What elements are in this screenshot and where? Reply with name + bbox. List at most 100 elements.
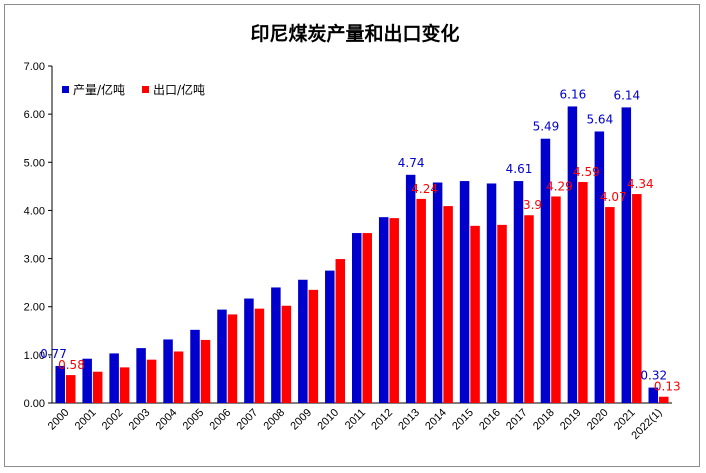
bar-export xyxy=(605,207,615,403)
data-label-production: 5.49 xyxy=(533,120,560,134)
x-tick-label: 2016 xyxy=(477,407,503,433)
x-tick-label: 2019 xyxy=(558,407,584,433)
data-label-production: 0.77 xyxy=(40,347,67,361)
data-label-production: 4.61 xyxy=(506,162,533,176)
bar-export xyxy=(254,308,265,403)
x-tick-label: 2001 xyxy=(73,407,99,433)
bar-export xyxy=(524,215,534,403)
bar-production xyxy=(325,270,335,403)
data-label-production: 5.64 xyxy=(586,112,613,126)
bar-export xyxy=(578,182,588,403)
x-tick-label: 2009 xyxy=(288,407,314,433)
x-tick-label: 2017 xyxy=(504,407,530,433)
bar-production xyxy=(378,217,389,403)
bar-export xyxy=(227,314,238,403)
bar-production xyxy=(648,387,659,403)
bar-export xyxy=(65,375,76,403)
data-label-production: 0.32 xyxy=(640,369,667,383)
bar-series xyxy=(55,106,669,403)
bar-export xyxy=(659,396,669,403)
bar-export xyxy=(416,198,426,403)
bar-production xyxy=(621,107,632,403)
y-tick-label: 0.00 xyxy=(24,398,45,410)
x-tick-label: 2013 xyxy=(396,407,422,433)
bar-production xyxy=(109,353,119,403)
legend-swatch xyxy=(142,86,149,93)
x-tick-label: 2008 xyxy=(261,407,287,433)
x-tick-label: 2012 xyxy=(369,407,395,433)
bar-production xyxy=(55,365,65,403)
bar-production xyxy=(513,181,524,403)
x-tick-label: 2003 xyxy=(127,407,153,433)
data-label-production: 6.16 xyxy=(560,87,587,101)
bar-export xyxy=(497,224,507,403)
bar-production xyxy=(82,358,92,403)
x-tick-label: 2007 xyxy=(234,407,260,433)
legend-entry: 产量/亿吨 xyxy=(73,82,125,97)
x-tick-label: 2004 xyxy=(154,407,180,433)
x-tick-label: 2010 xyxy=(315,407,341,433)
bar-production xyxy=(594,131,605,403)
x-tick-label: 2015 xyxy=(450,407,476,433)
legend: 产量/亿吨 出口/亿吨 xyxy=(62,82,205,97)
x-tick-label: 2020 xyxy=(585,407,611,433)
bar-production xyxy=(567,106,578,403)
bar-export xyxy=(308,289,319,403)
bar-production xyxy=(244,298,254,403)
chart-title: 印尼煤炭产量和出口变化 xyxy=(250,22,459,45)
bar-production xyxy=(486,183,497,403)
bar-production xyxy=(136,348,146,403)
bar-export xyxy=(362,233,372,403)
data-label-export: 3.9 xyxy=(523,198,542,212)
bar-production xyxy=(352,233,362,403)
bar-export xyxy=(281,305,292,403)
bar-production xyxy=(163,339,173,403)
data-label-production: 4.74 xyxy=(398,156,425,170)
bar-export xyxy=(389,218,399,403)
y-tick-label: 4.00 xyxy=(24,205,45,217)
bar-export xyxy=(173,351,184,403)
legend-entry: 出口/亿吨 xyxy=(153,82,205,97)
x-axis: 2000 2001 2002 2003 2004 2005 2006 2007 2008 2009… xyxy=(46,402,672,442)
data-label-export: 4.24 xyxy=(411,182,438,196)
bar-export xyxy=(119,367,130,403)
bar-production xyxy=(217,309,227,403)
bar-export xyxy=(146,359,157,403)
x-tick-label: 2022(1) xyxy=(629,407,664,442)
x-tick-label: 2000 xyxy=(46,407,72,433)
bar-export xyxy=(551,196,561,403)
x-tick-label: 2002 xyxy=(100,407,126,433)
bar-production xyxy=(405,174,416,403)
data-label-export: 4.59 xyxy=(573,165,600,179)
x-tick-label: 2018 xyxy=(531,407,557,433)
bar-export xyxy=(470,225,480,403)
legend-swatch xyxy=(62,86,69,93)
x-tick-label: 2005 xyxy=(181,407,207,433)
bar-production xyxy=(432,182,443,403)
data-label-export: 4.34 xyxy=(627,177,654,191)
bar-export xyxy=(335,259,346,403)
data-label-production: 6.14 xyxy=(613,88,640,102)
x-tick-label: 2011 xyxy=(343,407,368,432)
data-label-export: 0.58 xyxy=(58,358,85,372)
y-tick-label: 5.00 xyxy=(24,157,45,169)
x-tick-label: 2006 xyxy=(208,407,234,433)
bar-export xyxy=(443,206,453,403)
y-axis: 0.00 1.00 2.00 3.00 4.00 5.00 6.00 7.00 xyxy=(24,61,53,410)
data-label-export: 4.07 xyxy=(600,190,627,204)
y-tick-label: 6.00 xyxy=(24,109,45,121)
y-tick-label: 1.00 xyxy=(24,350,45,362)
bar-export xyxy=(632,194,642,403)
y-tick-label: 3.00 xyxy=(24,254,45,266)
x-tick-label: 2014 xyxy=(423,407,449,433)
y-tick-label: 7.00 xyxy=(24,61,45,73)
bar-production xyxy=(459,181,470,403)
data-labels: 0.77 4.74 4.61 5.49 6.16 5.646.14 0.32 0.58 4.24… xyxy=(40,87,681,393)
bar-production xyxy=(271,287,281,403)
data-label-export: 4.29 xyxy=(546,179,573,193)
bar-export xyxy=(92,371,103,403)
bar-production xyxy=(540,138,551,403)
data-label-export: 0.13 xyxy=(654,380,681,394)
bar-production xyxy=(298,279,308,403)
